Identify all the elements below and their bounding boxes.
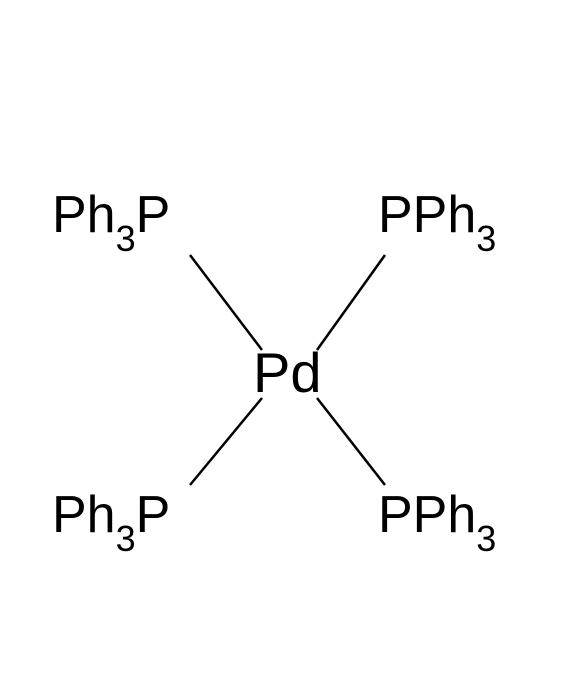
ligand-br-sub: 3 [476,518,496,559]
ligand-bottom-right: PPh3 [378,485,496,552]
ligand-tl-suffix: P [136,186,171,244]
ligand-bl-suffix: P [136,486,171,544]
ligand-tl-prefix: Ph [52,186,116,244]
center-atom: Pd [253,340,322,405]
ligand-top-left: Ph3P [52,185,170,252]
bond-top-right [317,255,385,350]
ligand-br-prefix: PPh [378,486,476,544]
ligand-tr-sub: 3 [476,218,496,259]
ligand-bottom-left: Ph3P [52,485,170,552]
chemical-structure-diagram: Pd Ph3P PPh3 Ph3P PPh3 [0,0,580,690]
ligand-bl-prefix: Ph [52,486,116,544]
bond-bottom-right [317,398,385,485]
bond-bottom-left [190,398,262,485]
bond-top-left [190,255,262,350]
ligand-tr-prefix: PPh [378,186,476,244]
ligand-top-right: PPh3 [378,185,496,252]
ligand-bl-sub: 3 [116,518,136,559]
ligand-tl-sub: 3 [116,218,136,259]
